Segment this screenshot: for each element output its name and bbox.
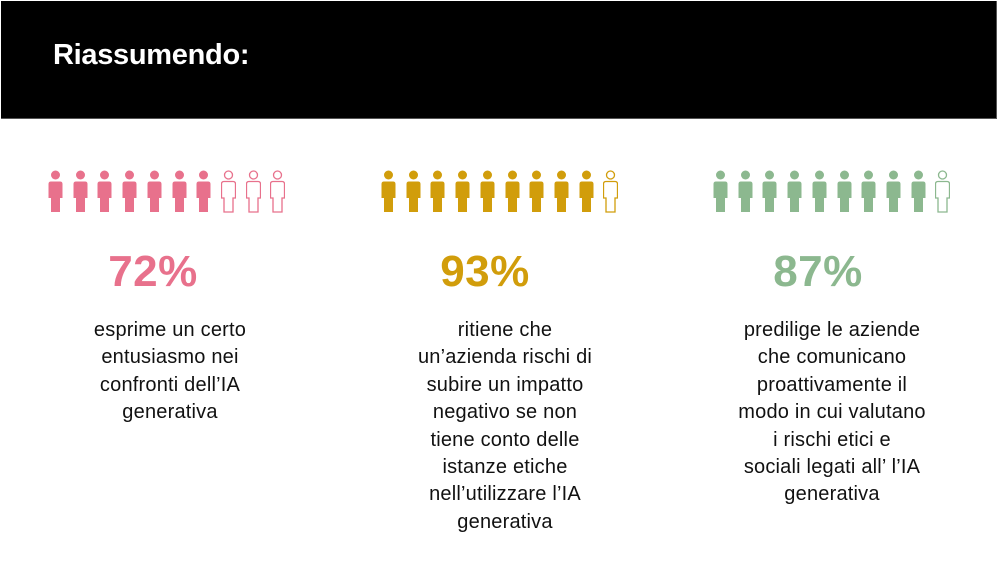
desc-line: sociali legati all’ l’IA	[743, 456, 921, 479]
desc-line: un’azienda rischi di	[417, 346, 593, 369]
person-filled-icon	[787, 170, 802, 213]
slide-title: Riassumendo:	[53, 39, 250, 71]
person-filled-icon	[48, 170, 63, 213]
desc-line: negativo se non	[432, 401, 578, 424]
person-filled-icon	[196, 170, 211, 213]
desc-line: esprime un certo	[93, 319, 247, 341]
person-filled-icon	[861, 170, 876, 213]
person-filled-icon	[505, 170, 520, 213]
desc-line: generativa	[122, 401, 218, 424]
desc-line: subire un impatto	[426, 373, 584, 396]
person-icon-row	[713, 170, 953, 214]
person-filled-icon	[579, 170, 594, 213]
person-filled-icon	[73, 170, 88, 213]
desc-line: confronti dell’IA	[99, 373, 241, 396]
header-bar: Riassumendo:	[1, 1, 997, 119]
person-filled-icon	[812, 170, 827, 213]
desc-line: generativa	[784, 483, 880, 506]
person-icon-row	[381, 170, 621, 214]
person-outline-icon	[935, 170, 951, 213]
desc-line: che comunicano	[757, 346, 907, 369]
desc-line: proattivamente il	[756, 373, 908, 396]
stat-percent: 93%	[440, 247, 530, 296]
person-filled-icon	[713, 170, 728, 213]
person-filled-icon	[911, 170, 926, 213]
stat-description: esprime un certo entusiasmo nei confront…	[35, 317, 305, 427]
person-filled-icon	[529, 170, 544, 213]
person-icon-row	[48, 170, 288, 214]
stat-description: ritiene che un’azienda rischi di subire …	[370, 317, 640, 536]
person-filled-icon	[381, 170, 396, 213]
desc-line: ritiene che	[457, 319, 553, 341]
person-outline-icon	[603, 170, 619, 213]
person-filled-icon	[554, 170, 569, 213]
desc-line: istanze etiche	[442, 456, 568, 479]
person-filled-icon	[406, 170, 421, 213]
person-filled-icon	[480, 170, 495, 213]
person-filled-icon	[886, 170, 901, 213]
desc-line: generativa	[457, 510, 553, 533]
desc-line: nell’utilizzare l’IA	[429, 483, 581, 506]
desc-line: entusiasmo nei	[101, 346, 239, 369]
person-filled-icon	[97, 170, 112, 213]
person-filled-icon	[738, 170, 753, 213]
person-outline-icon	[220, 170, 237, 213]
person-outline-icon	[245, 170, 261, 213]
person-filled-icon	[172, 170, 187, 213]
stat-percent: 87%	[773, 247, 863, 296]
stat-percent: 72%	[108, 247, 198, 296]
person-filled-icon	[122, 170, 137, 213]
person-filled-icon	[837, 170, 852, 213]
desc-line: tiene conto delle	[430, 428, 580, 451]
stat-description: predilige le aziende che comunicano proa…	[697, 317, 967, 509]
person-filled-icon	[147, 170, 162, 213]
stat-column-enthusiasm: 72% esprime un certo entusiasmo nei conf…	[0, 0, 330, 567]
desc-line: predilige le aziende	[743, 319, 921, 341]
stat-column-proactive: 87% predilige le aziende che comunicano …	[0, 0, 951, 567]
desc-line: i rischi etici e	[773, 428, 891, 451]
stat-column-risk: 93% ritiene che un’azienda rischi di sub…	[0, 0, 619, 567]
desc-line: modo in cui valutano	[738, 401, 926, 424]
person-filled-icon	[430, 170, 445, 213]
person-outline-icon	[270, 170, 286, 213]
person-filled-icon	[762, 170, 777, 213]
person-filled-icon	[455, 170, 470, 213]
